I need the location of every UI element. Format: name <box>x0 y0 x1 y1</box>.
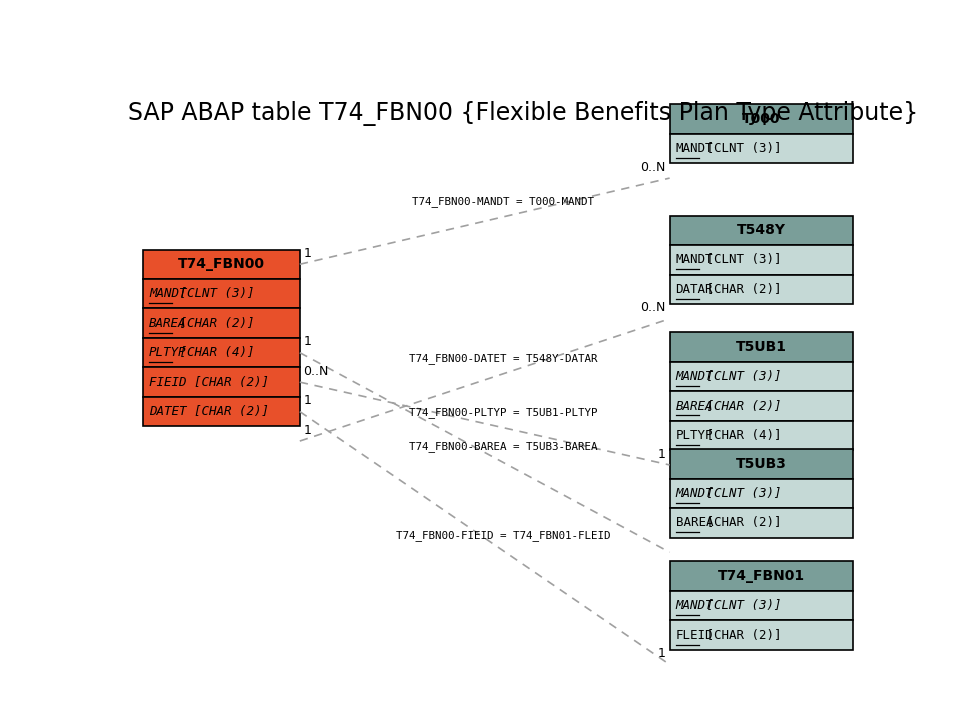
Text: [CHAR (2)]: [CHAR (2)] <box>699 399 781 412</box>
Text: 0..N: 0..N <box>304 365 329 378</box>
Bar <box>670 216 853 245</box>
Bar <box>670 274 853 304</box>
Text: 1: 1 <box>304 335 311 348</box>
Bar <box>670 449 853 479</box>
Bar <box>670 362 853 391</box>
Bar <box>143 338 300 367</box>
Text: [CLNT (3)]: [CLNT (3)] <box>699 142 781 155</box>
Bar <box>670 620 853 650</box>
Text: [CLNT (3)]: [CLNT (3)] <box>699 253 781 266</box>
Text: FLEID: FLEID <box>676 629 713 642</box>
Text: [CLNT (3)]: [CLNT (3)] <box>699 370 781 383</box>
Text: PLTYP: PLTYP <box>676 429 713 442</box>
Text: [CHAR (2)]: [CHAR (2)] <box>172 317 254 330</box>
Text: MANDT: MANDT <box>676 370 713 383</box>
Text: [CLNT (3)]: [CLNT (3)] <box>699 487 781 500</box>
Text: SAP ABAP table T74_FBN00 {Flexible Benefits Plan Type Attribute}: SAP ABAP table T74_FBN00 {Flexible Benef… <box>128 100 919 126</box>
Text: MANDT: MANDT <box>676 599 713 612</box>
Bar <box>670 591 853 620</box>
Text: T74_FBN01: T74_FBN01 <box>717 569 805 583</box>
Text: 1: 1 <box>658 647 666 660</box>
Bar <box>670 332 853 362</box>
Text: T74_FBN00: T74_FBN00 <box>178 257 265 271</box>
Bar <box>670 134 853 163</box>
Bar <box>670 391 853 421</box>
Text: BAREA: BAREA <box>676 399 713 412</box>
Text: [CHAR (2)]: [CHAR (2)] <box>699 516 781 529</box>
Text: T5UB1: T5UB1 <box>736 340 787 354</box>
Bar <box>670 245 853 274</box>
Text: [CHAR (2)]: [CHAR (2)] <box>699 283 781 296</box>
Text: T000: T000 <box>742 112 781 126</box>
Text: [CLNT (3)]: [CLNT (3)] <box>172 287 254 300</box>
Text: DATET [CHAR (2)]: DATET [CHAR (2)] <box>148 405 269 418</box>
Bar <box>143 308 300 338</box>
Text: 1: 1 <box>304 247 311 260</box>
Text: 1: 1 <box>304 394 311 407</box>
Text: 0..N: 0..N <box>640 301 666 314</box>
Text: FIEID [CHAR (2)]: FIEID [CHAR (2)] <box>148 375 269 388</box>
Text: T74_FBN00-FIEID = T74_FBN01-FLEID: T74_FBN00-FIEID = T74_FBN01-FLEID <box>396 530 610 541</box>
Bar <box>670 479 853 508</box>
Text: MANDT: MANDT <box>676 142 713 155</box>
Bar <box>670 562 853 591</box>
Text: [CHAR (4)]: [CHAR (4)] <box>172 346 254 359</box>
Text: T74_FBN00-BAREA = T5UB3-BAREA: T74_FBN00-BAREA = T5UB3-BAREA <box>409 442 598 453</box>
Text: [CHAR (2)]: [CHAR (2)] <box>699 629 781 642</box>
Text: T5UB3: T5UB3 <box>736 457 787 471</box>
Text: 1: 1 <box>304 424 311 437</box>
Bar <box>143 279 300 308</box>
Text: PLTYP: PLTYP <box>148 346 186 359</box>
Text: T74_FBN00-MANDT = T000-MANDT: T74_FBN00-MANDT = T000-MANDT <box>413 196 594 207</box>
Text: MANDT: MANDT <box>676 253 713 266</box>
Text: 1: 1 <box>658 448 666 461</box>
Text: T74_FBN00-DATET = T548Y-DATAR: T74_FBN00-DATET = T548Y-DATAR <box>409 353 598 364</box>
Text: T74_FBN00-PLTYP = T5UB1-PLTYP: T74_FBN00-PLTYP = T5UB1-PLTYP <box>409 406 598 417</box>
Text: 0..N: 0..N <box>640 160 666 174</box>
Bar <box>143 397 300 426</box>
Bar <box>670 105 853 134</box>
Text: [CHAR (4)]: [CHAR (4)] <box>699 429 781 442</box>
Text: T548Y: T548Y <box>736 223 786 238</box>
Text: MANDT: MANDT <box>148 287 186 300</box>
Bar <box>670 508 853 537</box>
Text: DATAR: DATAR <box>676 283 713 296</box>
Text: [CLNT (3)]: [CLNT (3)] <box>699 599 781 612</box>
Text: MANDT: MANDT <box>676 487 713 500</box>
Bar <box>143 250 300 279</box>
Text: BAREA: BAREA <box>148 317 186 330</box>
Bar <box>670 421 853 451</box>
Text: BAREA: BAREA <box>676 516 713 529</box>
Bar <box>143 367 300 397</box>
